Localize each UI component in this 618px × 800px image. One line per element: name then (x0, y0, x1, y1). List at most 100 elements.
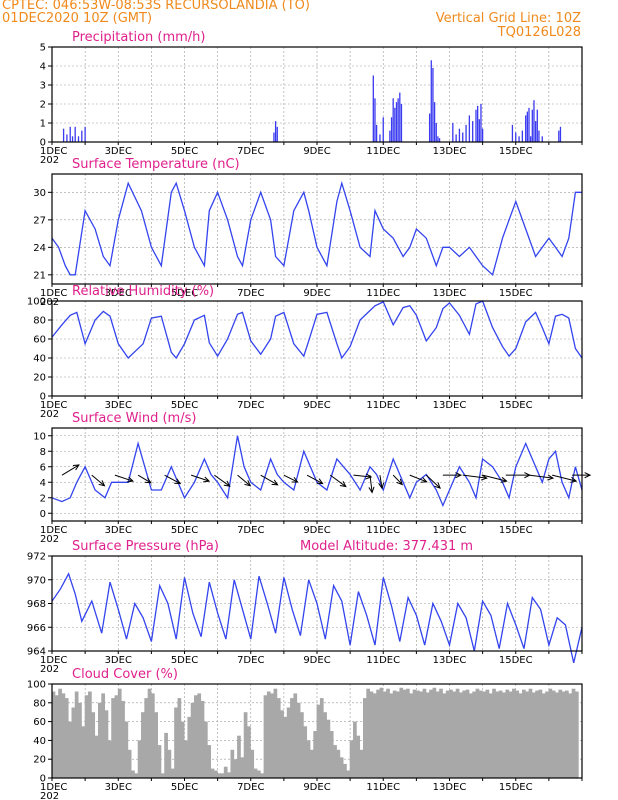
wind-arrow-head (396, 478, 403, 486)
precipitation-ytick-label: 2 (40, 100, 46, 111)
cloud-cover-xtick-label: 9DEC (303, 782, 330, 793)
wind-arrow-shaft (237, 474, 251, 487)
cloud-cover-bar (495, 691, 500, 778)
wind-arrow-head (98, 480, 106, 487)
cloud-cover-bar (134, 773, 139, 778)
precipitation-bar (538, 130, 540, 142)
cloud-cover-bar (472, 691, 476, 778)
cloud-cover-bar (429, 689, 433, 778)
cloud-cover-bar (478, 690, 483, 778)
cloud-cover-bar (207, 745, 211, 778)
cloud-cover-bar (319, 698, 324, 778)
product-code: TQ0126L028 (497, 25, 581, 40)
precipitation-xtick-label: 7DEC (237, 146, 264, 157)
precipitation-bar (534, 121, 537, 142)
humidity-xtick-label: 7DEC (237, 400, 264, 411)
cloud-cover-bar (290, 698, 294, 778)
humidity-xtick-label: 15DEC (499, 400, 533, 411)
precipitation-xtick-label: 15DEC (499, 146, 533, 157)
precipitation-bar (559, 126, 562, 142)
wind-arrow-shaft (528, 474, 554, 479)
precipitation-bar (515, 132, 517, 142)
cloud-cover-ytick-label: 80 (33, 698, 46, 709)
wind-arrow-shaft (482, 474, 507, 482)
precipitation-bar (528, 107, 530, 142)
cloud-cover-bar (177, 698, 182, 778)
cloud-cover-title: Cloud Cover (%) (72, 667, 178, 682)
humidity-line (51, 300, 583, 360)
temperature-xtick-label: 5DEC (171, 288, 198, 299)
precipitation-bar (390, 117, 393, 142)
wind-xtick-label: 3DEC (105, 525, 132, 536)
pressure-xtick-label: 11DEC (366, 655, 400, 666)
cloud-cover-bar (396, 691, 400, 778)
wind-arrow-shaft (164, 474, 181, 484)
cloud-cover-bar (382, 691, 387, 778)
wind-arrow-shaft (392, 474, 403, 485)
precipitation-bar (462, 132, 464, 142)
cloud-cover-bar (88, 691, 92, 778)
cloud-cover-bar (389, 693, 394, 778)
cloud-cover-bar (68, 721, 72, 778)
wind-arrow-head (378, 482, 385, 490)
cloud-cover-bar (280, 710, 284, 778)
precipitation-bar (475, 109, 477, 142)
cloud-cover-bar (485, 689, 490, 778)
cloud-cover-bar (131, 770, 135, 778)
cloud-cover-bar (531, 692, 536, 778)
cloud-cover-bar (406, 688, 410, 778)
cloud-cover-bar (306, 740, 311, 778)
cloud-cover-bar (217, 773, 221, 778)
pressure-xtick-label: 13DEC (433, 655, 467, 666)
cloud-cover-bar (296, 702, 301, 778)
precipitation-title: Precipitation (mm/h) (72, 30, 205, 45)
cloud-cover-bar (372, 693, 377, 778)
wind-xtick-label: 5DEC (171, 525, 198, 536)
temperature-ytick-label: 24 (33, 243, 46, 254)
cloud-cover-bar (439, 688, 443, 778)
cloud-cover-xtick-label: 3DEC (105, 782, 132, 793)
cloud-cover-bar (558, 689, 563, 778)
precipitation-year-label: 202 (40, 155, 59, 166)
precipitation-ytick-label: 0 (40, 138, 46, 149)
cloud-cover-bar (555, 692, 559, 778)
precipitation-bar (558, 130, 560, 142)
precipitation-bar (477, 105, 479, 142)
precipitation-bar (432, 67, 434, 142)
cloud-cover-bar (197, 693, 202, 778)
cloud-cover-bar (167, 749, 172, 778)
cloud-cover-bar (51, 691, 56, 778)
cloud-cover-xtick-label: 1DEC (40, 782, 67, 793)
cloud-cover-bar (541, 693, 546, 778)
wind-arrow-shaft (61, 464, 80, 476)
precipitation-ytick-label: 1 (40, 119, 46, 130)
cloud-cover-bar (223, 766, 228, 778)
humidity-ytick-label: 20 (33, 373, 46, 384)
cloud-cover-bar (230, 749, 235, 778)
pressure-ytick-label: 972 (27, 552, 46, 563)
precipitation-bar (394, 107, 396, 142)
cloud-cover-bar (521, 689, 526, 778)
precipitation-bar (481, 128, 484, 142)
cloud-cover-bar (492, 688, 496, 778)
pressure-xtick-label: 9DEC (303, 655, 330, 666)
pressure-xtick-label: 3DEC (105, 655, 132, 666)
cloud-cover-bar (326, 719, 331, 778)
temperature-ytick-label: 30 (33, 188, 46, 199)
cloud-cover-bar (276, 698, 281, 778)
wind-arrow-shaft (137, 474, 152, 484)
cloud-cover-bar (386, 688, 390, 778)
cloud-cover-bar (233, 759, 238, 778)
pressure-line (51, 572, 583, 664)
precipitation-bar (372, 75, 374, 142)
cloud-cover-bar (336, 749, 341, 778)
precipitation-bar (276, 126, 278, 142)
cloud-cover-bar (356, 735, 361, 778)
cloud-cover-bar (91, 712, 96, 778)
cloud-cover-bar (111, 698, 115, 778)
cloud-cover-xtick-label: 7DEC (237, 782, 264, 793)
humidity-xtick-label: 13DEC (433, 400, 467, 411)
humidity-xtick-label: 11DEC (366, 400, 400, 411)
cloud-cover-bar (203, 721, 208, 778)
pressure-ytick-label: 966 (27, 623, 46, 634)
